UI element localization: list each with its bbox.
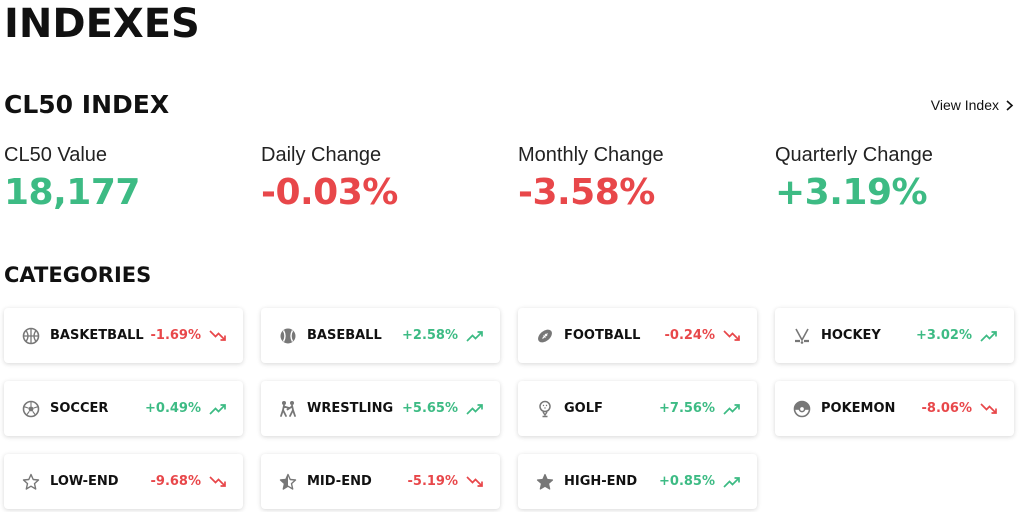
- category-card-wrestling[interactable]: WRESTLING +5.65%: [261, 381, 500, 436]
- stat-value: +3.19%: [775, 172, 928, 213]
- star-outline-icon: [21, 472, 41, 492]
- category-card-mid-end[interactable]: MID-END -5.19%: [261, 454, 500, 509]
- trend-up-icon: [723, 403, 740, 415]
- basketball-icon: [21, 326, 41, 346]
- trend-up-icon: [980, 330, 997, 342]
- pokeball-icon: [792, 399, 812, 419]
- category-change: +2.58%: [402, 328, 458, 343]
- category-card-low-end[interactable]: LOW-END -9.68%: [4, 454, 243, 509]
- category-card-hockey[interactable]: HOCKEY +3.02%: [775, 308, 1014, 363]
- trend-up-icon: [466, 330, 483, 342]
- category-change: -0.24%: [664, 328, 716, 343]
- stat-monthly-change: Monthly Change -3.58%: [518, 142, 768, 216]
- trend-down-icon: [723, 329, 740, 341]
- category-card-high-end[interactable]: HIGH-END +0.85%: [518, 454, 757, 509]
- page-title: INDEXES: [4, 1, 200, 47]
- category-change: +3.02%: [916, 328, 972, 343]
- stat-value: -3.58%: [518, 172, 655, 213]
- category-name: POKEMON: [821, 401, 896, 416]
- category-change: -8.06%: [921, 401, 973, 416]
- wrestling-icon: [278, 399, 298, 419]
- golf-icon: [535, 399, 555, 419]
- stat-value: 18,177: [4, 172, 140, 213]
- stat-label: Monthly Change: [518, 144, 664, 166]
- trend-down-icon: [209, 475, 226, 487]
- soccer-icon: [21, 399, 41, 419]
- category-card-pokemon[interactable]: POKEMON -8.06%: [775, 381, 1014, 436]
- category-name: FOOTBALL: [564, 328, 641, 343]
- trend-up-icon: [723, 476, 740, 488]
- star-half-icon: [278, 472, 298, 492]
- category-change: +7.56%: [659, 401, 715, 416]
- category-name: GOLF: [564, 401, 603, 416]
- trend-up-icon: [466, 403, 483, 415]
- trend-up-icon: [209, 403, 226, 415]
- category-change: -9.68%: [150, 474, 202, 489]
- chevron-right-icon: [1006, 99, 1014, 111]
- category-name: LOW-END: [50, 474, 119, 489]
- categories-title: CATEGORIES: [4, 263, 152, 287]
- stat-label: Daily Change: [261, 144, 382, 166]
- hockey-icon: [792, 326, 812, 346]
- trend-down-icon: [209, 329, 226, 341]
- category-change: -5.19%: [407, 474, 459, 489]
- category-change: +0.85%: [659, 474, 715, 489]
- category-name: BASEBALL: [307, 328, 382, 343]
- category-name: SOCCER: [50, 401, 109, 416]
- category-card-baseball[interactable]: BASEBALL +2.58%: [261, 308, 500, 363]
- stat-label: Quarterly Change: [775, 144, 933, 166]
- stat-quarterly-change: Quarterly Change +3.19%: [775, 142, 1024, 216]
- star-filled-icon: [535, 472, 555, 492]
- trend-down-icon: [466, 475, 483, 487]
- category-change: +0.49%: [145, 401, 201, 416]
- category-name: WRESTLING: [307, 401, 394, 416]
- category-name: MID-END: [307, 474, 372, 489]
- trend-down-icon: [980, 402, 997, 414]
- category-name: BASKETBALL: [50, 328, 144, 343]
- category-card-football[interactable]: FOOTBALL -0.24%: [518, 308, 757, 363]
- index-stats: CL50 Value 18,177 Daily Change -0.03% Mo…: [4, 142, 1020, 222]
- category-card-golf[interactable]: GOLF +7.56%: [518, 381, 757, 436]
- category-change: -1.69%: [150, 328, 202, 343]
- category-card-basketball[interactable]: BASKETBALL -1.69%: [4, 308, 243, 363]
- category-change: +5.65%: [402, 401, 458, 416]
- stat-label: CL50 Value: [4, 144, 108, 166]
- index-section-title: CL50 INDEX: [4, 90, 170, 119]
- stat-value: -0.03%: [261, 172, 398, 213]
- stat-cl50-value: CL50 Value 18,177: [4, 142, 254, 216]
- football-icon: [535, 326, 555, 346]
- category-name: HOCKEY: [821, 328, 881, 343]
- category-name: HIGH-END: [564, 474, 638, 489]
- baseball-icon: [278, 326, 298, 346]
- category-card-soccer[interactable]: SOCCER +0.49%: [4, 381, 243, 436]
- stat-daily-change: Daily Change -0.03%: [261, 142, 511, 216]
- view-index-label: View Index: [930, 97, 999, 113]
- view-index-link[interactable]: View Index: [931, 95, 1014, 115]
